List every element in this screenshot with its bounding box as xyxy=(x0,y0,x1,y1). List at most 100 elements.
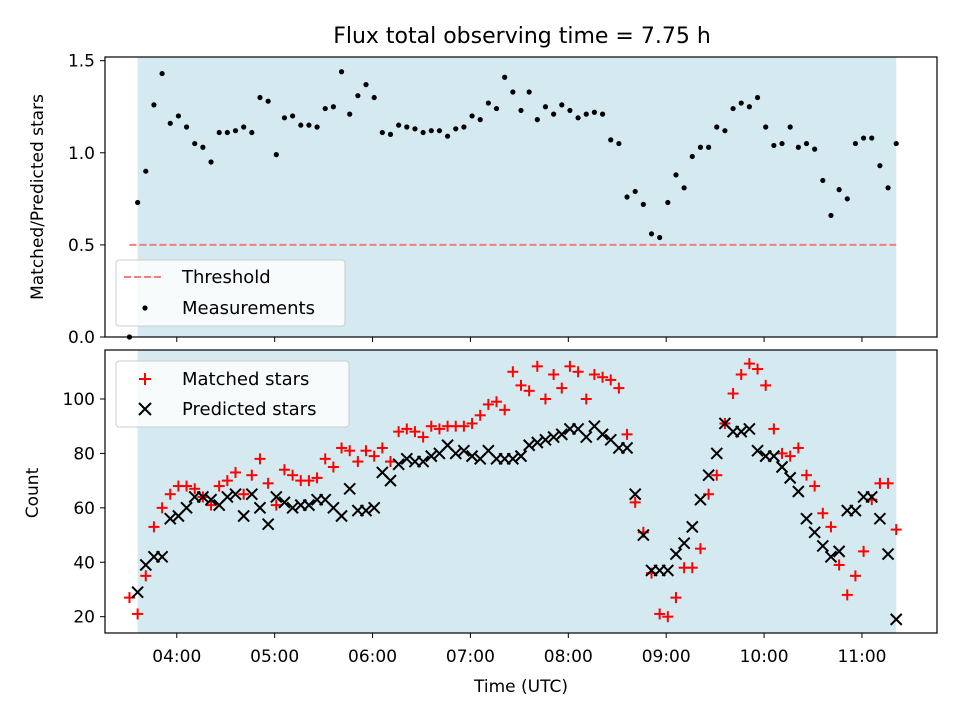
predicted-star-point xyxy=(792,485,805,498)
matched-star-point xyxy=(686,562,698,574)
predicted-star-point xyxy=(131,585,144,599)
predicted-star-point xyxy=(384,474,397,487)
bottom-x-tick-label: 07:00 xyxy=(446,647,495,667)
matched-star-point xyxy=(425,420,437,432)
matched-star-point xyxy=(458,420,470,432)
matched-star-point xyxy=(384,456,396,468)
predicted-star-point xyxy=(302,498,316,512)
matched-star-point xyxy=(140,570,152,582)
legend-predicted-swatch xyxy=(138,402,152,416)
matched-star-point xyxy=(890,524,902,536)
measurement-point xyxy=(330,104,336,110)
matched-star-point xyxy=(148,521,160,533)
top-y-tick-label: 1.5 xyxy=(68,52,95,72)
matched-star-point xyxy=(613,382,625,394)
measurement-point xyxy=(551,111,557,117)
matched-star-point xyxy=(466,417,478,429)
measurement-point xyxy=(893,140,899,147)
measurement-point xyxy=(461,124,467,130)
predicted-star-point xyxy=(539,433,552,447)
matched-star-point xyxy=(597,371,609,383)
matched-star-point xyxy=(262,477,274,489)
predicted-star-point xyxy=(286,501,299,515)
predicted-star-point xyxy=(180,501,193,515)
matched-star-point xyxy=(792,442,804,454)
matched-star-point xyxy=(556,382,568,394)
predicted-star-point xyxy=(506,452,520,466)
matched-star-point xyxy=(189,483,201,495)
matched-star-point xyxy=(809,480,821,492)
matched-star-point xyxy=(303,475,315,487)
measurement-point xyxy=(885,185,891,191)
predicted-star-point xyxy=(531,436,544,449)
measurement-point xyxy=(355,93,361,99)
legend-measurements-swatch xyxy=(142,305,148,311)
matched-star-point xyxy=(156,502,168,514)
measurement-point xyxy=(852,140,859,147)
matched-star-point xyxy=(858,545,870,557)
matched-star-point xyxy=(164,488,176,500)
measurement-point xyxy=(371,94,377,101)
measurement-point xyxy=(412,126,418,132)
predicted-star-point xyxy=(278,496,291,509)
measurement-point xyxy=(322,105,328,112)
measurement-point xyxy=(787,124,793,130)
measurement-point xyxy=(396,122,402,128)
matched-star-point xyxy=(515,379,527,391)
measurement-point xyxy=(559,102,565,108)
measurement-point xyxy=(379,129,385,136)
predicted-star-point xyxy=(343,482,356,495)
matched-star-point xyxy=(670,592,682,604)
matched-star-point xyxy=(311,472,323,484)
measurement-point xyxy=(404,124,410,130)
measurement-point xyxy=(485,100,491,106)
matched-star-point xyxy=(433,423,445,435)
measurement-point xyxy=(306,122,312,128)
matched-star-point xyxy=(833,559,845,571)
predicted-star-point xyxy=(221,490,234,504)
measurement-point xyxy=(697,144,704,150)
measurement-point xyxy=(771,142,777,149)
predicted-star-point xyxy=(735,425,748,438)
predicted-star-point xyxy=(416,455,430,468)
matched-star-point xyxy=(376,442,388,454)
bottom-y-tick-label: 40 xyxy=(73,553,95,573)
matched-star-point xyxy=(580,393,592,405)
legend-matched-label: Matched stars xyxy=(182,369,309,390)
legend-predicted-label: Predicted stars xyxy=(182,399,316,420)
measurement-point xyxy=(754,94,761,101)
measurement-point xyxy=(469,113,475,119)
matched-star-point xyxy=(205,499,217,511)
bottom-x-tick-label: 04:00 xyxy=(152,647,201,667)
measurement-point xyxy=(820,177,826,184)
measurement-point xyxy=(200,144,206,150)
measurement-point xyxy=(803,140,810,147)
matched-star-point xyxy=(531,360,543,372)
predicted-star-point xyxy=(694,493,707,506)
measurement-point xyxy=(599,111,606,117)
measurement-point xyxy=(812,146,818,152)
predicted-star-point xyxy=(237,509,250,523)
matched-star-point xyxy=(278,464,290,476)
legend-measurements-label: Measurements xyxy=(182,298,315,319)
predicted-star-point xyxy=(824,550,838,564)
predicted-star-point xyxy=(767,449,781,463)
measurement-point xyxy=(347,111,353,117)
predicted-star-point xyxy=(392,458,405,471)
measurement-point xyxy=(314,124,320,130)
matched-star-point xyxy=(238,488,250,500)
matched-star-point xyxy=(336,442,348,454)
matched-star-point xyxy=(662,611,674,623)
measurement-point xyxy=(298,122,304,128)
matched-star-point xyxy=(360,445,372,457)
measurement-point xyxy=(502,74,508,80)
predicted-star-point xyxy=(677,536,691,550)
predicted-star-point xyxy=(335,509,348,523)
predicted-star-point xyxy=(359,504,373,517)
predicted-star-point xyxy=(816,539,830,553)
measurement-point xyxy=(192,140,198,147)
measurement-point xyxy=(216,129,222,136)
predicted-star-point xyxy=(890,613,903,626)
matched-star-point xyxy=(474,409,486,421)
matched-star-point xyxy=(181,480,193,492)
